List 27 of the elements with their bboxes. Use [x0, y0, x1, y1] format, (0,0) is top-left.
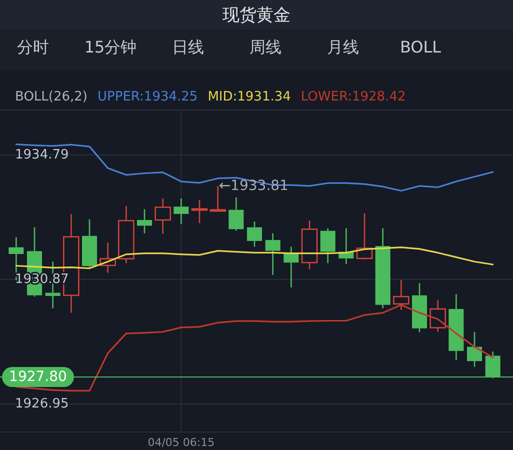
- candlestick: [228, 196, 244, 232]
- line-series: [15, 246, 494, 270]
- text: 周线: [250, 37, 282, 56]
- candlestick: [154, 198, 171, 235]
- text: LOWER:1928.42: [300, 90, 406, 105]
- candlestick: [265, 232, 280, 276]
- x-tick-label: 04/05 06:15: [148, 436, 215, 450]
- text: 月线: [327, 37, 359, 56]
- annotation: ←1933.81: [218, 178, 288, 194]
- candlestick: [375, 228, 390, 309]
- text: UPPER:1934.25: [98, 90, 198, 105]
- text: 分时: [17, 37, 49, 56]
- chart-title: 现货黄金: [222, 6, 290, 26]
- candlestick: [448, 293, 464, 361]
- candlestick: [174, 198, 189, 225]
- candlestick: [118, 205, 134, 264]
- y-tick-label: 1934.79: [15, 147, 69, 162]
- ref-line-label: 1927.80: [9, 368, 67, 385]
- text: BOLL: [400, 37, 442, 56]
- text: MID:1931.34: [208, 90, 291, 105]
- text: 日线: [172, 37, 204, 56]
- line-series: [15, 144, 494, 192]
- candlestick: [320, 228, 336, 264]
- legend-title: BOLL(26,2): [15, 90, 88, 105]
- y-tick-label: 1926.95: [15, 396, 69, 412]
- candlestick: [430, 299, 446, 333]
- text: 15分钟: [84, 37, 137, 56]
